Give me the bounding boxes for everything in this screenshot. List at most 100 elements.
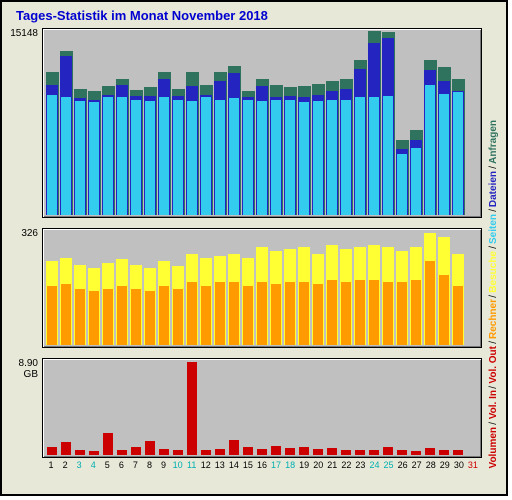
day-slot: [452, 361, 465, 455]
xaxis-day: 31: [466, 460, 480, 470]
day-slot: [466, 31, 479, 215]
day-slot: [312, 31, 325, 215]
day-slot: [172, 361, 185, 455]
bar-seiten: [383, 96, 393, 215]
day-slot: [256, 361, 269, 455]
legend-anfragen: Anfragen: [488, 120, 499, 164]
bar-volumen: [285, 448, 295, 455]
bar-volumen: [341, 450, 351, 455]
day-slot: [466, 231, 479, 345]
day-slot: [74, 231, 87, 345]
bar-seiten: [117, 97, 127, 215]
day-slot: [424, 231, 437, 345]
bar-seiten: [257, 101, 267, 215]
bar-seiten: [103, 97, 113, 215]
day-slot: [410, 361, 423, 455]
bar-seiten: [215, 100, 225, 215]
day-slot: [144, 361, 157, 455]
day-slot: [214, 361, 227, 455]
day-slot: [438, 31, 451, 215]
day-slot: [74, 361, 87, 455]
day-slot: [256, 31, 269, 215]
day-slot: [368, 231, 381, 345]
day-slot: [102, 361, 115, 455]
bar-volumen: [61, 442, 71, 455]
day-slot: [438, 231, 451, 345]
bar-seiten: [187, 101, 197, 215]
day-slot: [298, 231, 311, 345]
day-slot: [88, 31, 101, 215]
bar-volumen: [201, 450, 211, 455]
bar-seiten: [439, 94, 449, 215]
bar-volumen: [369, 450, 379, 455]
day-slot: [382, 31, 395, 215]
bar-volumen: [383, 447, 393, 455]
bar-rechner: [243, 286, 252, 345]
day-slot: [452, 231, 465, 345]
bar-seiten: [327, 100, 337, 215]
bar-seiten: [89, 102, 99, 215]
day-slot: [144, 231, 157, 345]
day-slot: [326, 31, 339, 215]
xaxis-day: 6: [114, 460, 128, 470]
bar-volumen: [145, 441, 155, 455]
bar-rechner: [397, 282, 406, 345]
bar-seiten: [285, 100, 295, 215]
bar-seiten: [173, 100, 183, 215]
day-slot: [396, 31, 409, 215]
bar-rechner: [229, 282, 238, 345]
day-slot: [270, 31, 283, 215]
bar-volumen: [159, 449, 169, 455]
day-slot: [60, 361, 73, 455]
bar-volumen: [75, 450, 85, 455]
bar-seiten: [243, 100, 253, 215]
xaxis-day: 10: [171, 460, 185, 470]
day-slot: [410, 31, 423, 215]
xaxis-day: 19: [297, 460, 311, 470]
day-slot: [438, 361, 451, 455]
bar-volumen: [327, 448, 337, 455]
day-slot: [312, 361, 325, 455]
day-slot: [382, 361, 395, 455]
legend-volin: Vol. In: [488, 390, 499, 419]
bar-seiten: [229, 98, 239, 215]
legend: Anfragen/Dateien/Seiten/Besuche/Rechner/…: [488, 28, 502, 468]
bar-volumen: [47, 447, 57, 455]
xaxis-day: 29: [438, 460, 452, 470]
bar-seiten: [75, 101, 85, 215]
day-slot: [326, 231, 339, 345]
xaxis-day: 7: [128, 460, 142, 470]
xaxis-day: 2: [58, 460, 72, 470]
xaxis-day: 30: [452, 460, 466, 470]
day-slot: [214, 31, 227, 215]
day-slot: [60, 231, 73, 345]
xaxis-day: 17: [269, 460, 283, 470]
bar-volumen: [411, 451, 421, 455]
day-slot: [88, 361, 101, 455]
bar-rechner: [411, 280, 420, 345]
legend-rechner: Rechner: [488, 299, 499, 339]
day-slot: [270, 361, 283, 455]
legend-seiten: Seiten: [488, 214, 499, 244]
xaxis-day: 12: [199, 460, 213, 470]
day-slot: [116, 231, 129, 345]
bar-rechner: [103, 289, 112, 345]
day-slot: [466, 361, 479, 455]
day-slot: [200, 31, 213, 215]
legend-dateien: Dateien: [488, 171, 499, 207]
bar-rechner: [159, 286, 168, 345]
xaxis-day: 27: [410, 460, 424, 470]
day-slot: [102, 31, 115, 215]
day-slot: [130, 231, 143, 345]
bar-rechner: [89, 291, 98, 345]
panel-visits: [42, 228, 482, 348]
bar-volumen: [103, 433, 113, 455]
xaxis-day: 5: [100, 460, 114, 470]
day-slot: [424, 31, 437, 215]
day-slot: [130, 31, 143, 215]
bar-rechner: [257, 282, 266, 345]
bar-volumen: [243, 447, 253, 455]
bar-rechner: [47, 286, 56, 345]
xaxis-day: 14: [227, 460, 241, 470]
bar-rechner: [383, 282, 392, 345]
